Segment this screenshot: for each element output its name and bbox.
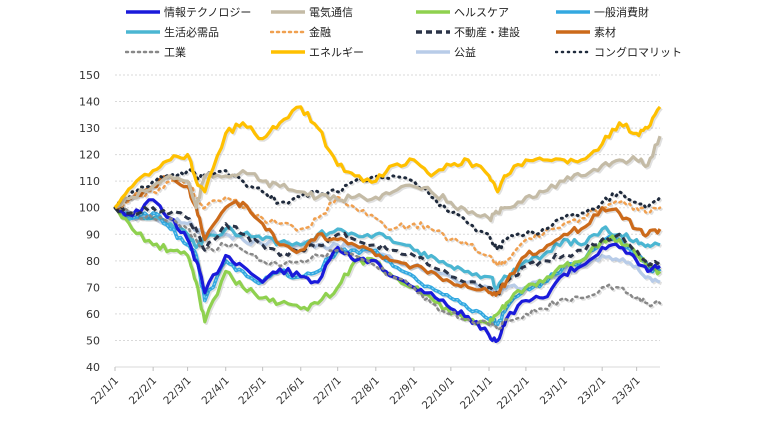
x-tick-label: 22/9/1 — [388, 375, 420, 407]
y-tick-label: 120 — [79, 149, 100, 162]
y-tick-label: 150 — [79, 69, 100, 82]
series-shadow — [115, 137, 664, 224]
legend-label: 金融 — [309, 26, 331, 39]
y-tick-label: 130 — [79, 122, 100, 135]
legend-item: 情報テクノロジー — [125, 4, 251, 20]
legend-label: 工業 — [164, 46, 186, 59]
x-tick-label: 22/1/1 — [89, 375, 121, 407]
legend-swatch — [416, 50, 450, 54]
legend-item: 金融 — [270, 24, 331, 40]
series-line-9 — [113, 206, 662, 332]
series-line-12 — [113, 167, 662, 252]
x-tick-label: 23/3/1 — [610, 375, 642, 407]
y-tick-label: 80 — [86, 255, 100, 268]
legend-item: 公益 — [415, 44, 476, 60]
x-tick-label: 22/11/1 — [458, 375, 495, 412]
x-tick-label: 23/2/1 — [576, 375, 608, 407]
legend-swatch — [126, 30, 160, 34]
y-tick-label: 70 — [86, 281, 100, 294]
y-tick-label: 100 — [79, 202, 100, 215]
legend-label: コングロマリット — [594, 46, 682, 59]
legend-label: エネルギー — [309, 46, 364, 59]
legend-label: 電気通信 — [309, 6, 353, 19]
x-tick-label: 22/6/1 — [275, 375, 307, 407]
legend-item: 生活必需品 — [125, 24, 219, 40]
series-line-2 — [114, 135, 662, 223]
legend-item: コングロマリット — [555, 44, 682, 60]
legend-swatch — [555, 50, 591, 54]
legend-swatch — [556, 30, 590, 34]
legend-item: 不動産・建設 — [415, 24, 520, 40]
x-tick-label: 22/12/1 — [495, 375, 532, 412]
x-tick-label: 23/1/1 — [538, 375, 570, 407]
series-line-5 — [115, 206, 661, 291]
legend-swatch — [416, 30, 450, 34]
series-line-6 — [113, 177, 662, 268]
legend-label: 素材 — [594, 26, 616, 39]
legend-item: エネルギー — [270, 44, 364, 60]
x-tick-label: 22/4/1 — [199, 375, 231, 407]
series-line-8 — [115, 174, 662, 297]
x-tick-label: 22/5/1 — [236, 375, 268, 407]
legend-label: 生活必需品 — [164, 26, 219, 39]
legend-label: 不動産・建設 — [454, 26, 520, 39]
legend-swatch — [126, 10, 160, 14]
series-line-7 — [113, 205, 662, 296]
series-line-10 — [113, 105, 662, 209]
legend-item: 一般消費財 — [555, 4, 649, 20]
x-tick-label: 22/2/1 — [127, 375, 159, 407]
legend-label: 公益 — [454, 46, 476, 59]
y-tick-label: 110 — [79, 175, 100, 188]
legend-item: ヘルスケア — [415, 4, 509, 20]
legend-swatch — [556, 10, 590, 14]
x-tick-label: 22/3/1 — [161, 375, 193, 407]
x-tick-label: 22/7/1 — [311, 375, 343, 407]
legend-label: ヘルスケア — [454, 6, 509, 19]
x-tick-label: 22/8/1 — [350, 375, 382, 407]
y-tick-label: 140 — [79, 96, 100, 109]
legend-item: 電気通信 — [270, 4, 353, 20]
legend-swatch — [270, 30, 306, 34]
chart-legend: 情報テクノロジー 電気通信 ヘルスケア 一般消費財生活必需品 金融 不動産・建設 素材工業 エ… — [0, 0, 758, 70]
y-tick-label: 60 — [86, 308, 100, 321]
legend-swatch — [416, 10, 450, 14]
legend-item: 素材 — [555, 24, 616, 40]
legend-label: 情報テクノロジー — [164, 6, 252, 19]
x-tick-label: 22/10/1 — [420, 375, 457, 412]
legend-swatch — [271, 50, 305, 54]
legend-swatch — [125, 50, 161, 54]
y-tick-label: 50 — [86, 334, 100, 347]
legend-item: 工業 — [125, 44, 186, 60]
legend-label: 一般消費財 — [594, 6, 649, 19]
legend-swatch — [271, 10, 305, 14]
y-tick-label: 90 — [86, 228, 100, 241]
y-tick-label: 40 — [86, 361, 100, 374]
